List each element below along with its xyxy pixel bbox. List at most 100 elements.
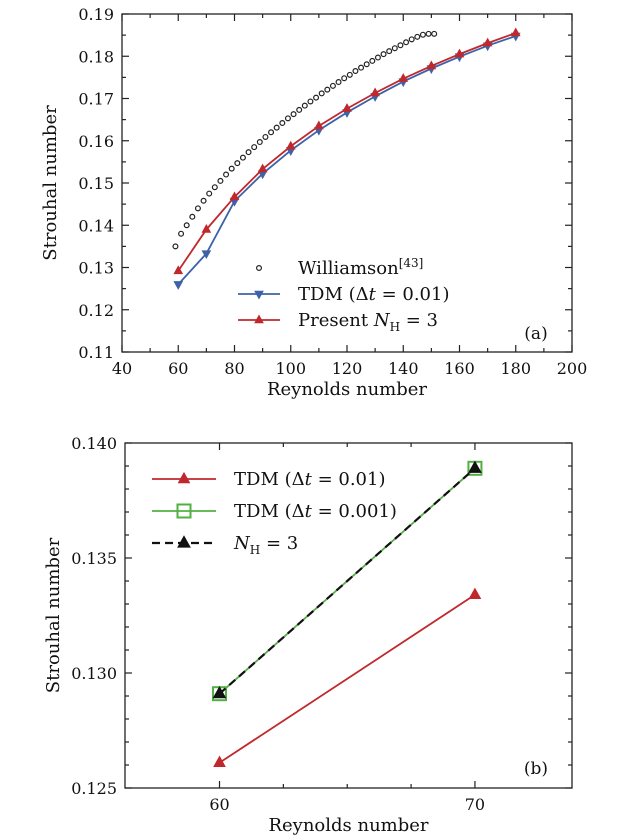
- data-point: [178, 230, 185, 237]
- data-point: [212, 685, 227, 699]
- data-point: [194, 205, 201, 212]
- data-point: [369, 57, 376, 64]
- x-tick-label: 70: [465, 795, 485, 814]
- series-2: [212, 460, 482, 699]
- chart-panel-b: 60 70 0.125 0.130 0.135 0.140 Reynolds number S…: [43, 434, 573, 835]
- y-tick-label: 0.130: [71, 664, 117, 683]
- legend-label: NH = 3: [233, 533, 298, 557]
- data-point: [239, 154, 246, 161]
- y-tick-label: 0.13: [78, 259, 114, 278]
- data-point: [301, 102, 308, 109]
- legend-label: TDM (Δt = 0.001): [234, 501, 397, 522]
- legend-label: TDM (Δt = 0.01): [234, 469, 386, 490]
- y-tick-label: 0.18: [78, 47, 114, 66]
- data-point: [370, 87, 380, 97]
- panel-label: (a): [524, 324, 547, 344]
- legend-label: Williamson[43]: [298, 256, 423, 279]
- data-point: [482, 37, 493, 47]
- data-point: [172, 243, 179, 250]
- x-tick-label: 60: [209, 795, 229, 814]
- x-tick-label: 140: [388, 359, 419, 378]
- chart-panel-a: 40 60 80 100 120 140 160 180 200 0.11 0.12 0.13 0.14…: [40, 5, 587, 400]
- data-point: [374, 54, 381, 61]
- y-tick-label: 0.125: [71, 779, 117, 798]
- data-point: [290, 111, 297, 118]
- data-point: [223, 171, 230, 178]
- data-point: [173, 281, 184, 290]
- data-point: [329, 82, 336, 89]
- x-tick-label: 120: [332, 359, 363, 378]
- data-point: [431, 30, 438, 37]
- series-0: [172, 30, 438, 250]
- data-point: [228, 165, 235, 172]
- data-point: [468, 460, 482, 473]
- data-point: [425, 30, 432, 37]
- data-point: [217, 177, 224, 184]
- series-line: [177, 35, 517, 286]
- legend-label: TDM (Δt = 0.01): [298, 284, 450, 305]
- data-point: [189, 213, 196, 220]
- data-point: [408, 36, 415, 43]
- legend-marker: [176, 503, 192, 519]
- y-tick-label: 0.11: [78, 343, 114, 362]
- data-point: [324, 86, 331, 93]
- data-point: [245, 149, 252, 156]
- panel-label: (b): [524, 759, 548, 779]
- data-point: [201, 250, 212, 260]
- x-axis-title: Reynolds number: [267, 379, 427, 400]
- x-tick-label: 100: [275, 359, 306, 378]
- data-point: [352, 68, 359, 75]
- data-point: [256, 139, 263, 146]
- legend-entry: TDM (Δt = 0.01): [238, 284, 450, 305]
- data-point: [268, 129, 275, 136]
- legend-marker: [177, 535, 191, 548]
- data-point: [363, 61, 370, 68]
- legend-marker: [177, 471, 191, 484]
- series-1: [173, 32, 521, 290]
- data-point: [391, 45, 398, 52]
- data-point: [342, 103, 352, 112]
- data-point: [173, 265, 184, 275]
- data-point: [213, 755, 226, 767]
- x-tick-label: 200: [557, 359, 588, 378]
- x-tick-label: 80: [224, 359, 244, 378]
- data-point: [314, 120, 324, 130]
- data-point: [262, 133, 269, 140]
- data-point: [201, 223, 212, 233]
- data-point: [234, 160, 241, 167]
- data-point: [279, 120, 286, 127]
- y-tick-label: 0.140: [71, 434, 117, 453]
- data-point: [273, 124, 280, 131]
- data-point: [257, 163, 268, 173]
- data-point: [468, 587, 482, 600]
- data-point: [414, 33, 421, 40]
- y-tick-label: 0.12: [78, 301, 114, 320]
- data-point: [284, 115, 291, 122]
- data-point: [318, 90, 325, 97]
- legend-marker: [254, 314, 264, 324]
- x-tick-label: 180: [500, 359, 531, 378]
- series-line: [177, 32, 517, 272]
- y-axis-title: Strouhal number: [40, 105, 61, 261]
- y-tick-label: 0.19: [78, 5, 114, 24]
- data-point: [285, 140, 296, 150]
- x-tick-label: 60: [168, 359, 188, 378]
- series-line: [218, 467, 476, 695]
- legend-entry: TDM (Δt = 0.001): [152, 501, 397, 522]
- data-point: [313, 94, 320, 101]
- data-point: [358, 64, 365, 71]
- legend-entry: TDM (Δt = 0.01): [152, 469, 386, 490]
- data-point: [386, 48, 393, 55]
- data-point: [419, 31, 426, 38]
- data-point: [510, 27, 521, 37]
- data-point: [307, 98, 314, 105]
- y-axis-title: Strouhal number: [43, 537, 64, 693]
- data-point: [380, 51, 387, 58]
- y-tick-label: 0.14: [78, 216, 114, 235]
- series-0: [213, 587, 482, 767]
- data-point: [454, 48, 465, 58]
- x-tick-label: 160: [444, 359, 475, 378]
- data-point: [296, 106, 303, 113]
- x-tick-label: 40: [112, 359, 132, 378]
